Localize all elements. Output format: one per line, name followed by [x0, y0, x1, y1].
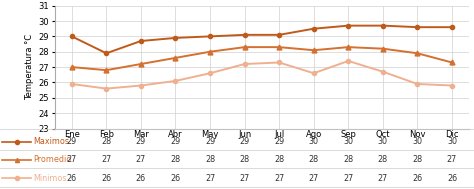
Line: Minimos: Minimos [70, 59, 454, 91]
Text: 27: 27 [136, 156, 146, 164]
Maximos [415, 26, 420, 28]
Promedio [346, 46, 351, 48]
Maximos [311, 28, 317, 30]
Minimos [103, 88, 109, 90]
Text: 26: 26 [171, 174, 181, 183]
Text: 27: 27 [239, 174, 250, 183]
Promedio [311, 49, 317, 51]
Text: 26: 26 [67, 174, 77, 183]
Minimos [276, 61, 282, 64]
Promedio [276, 46, 282, 48]
Text: 28: 28 [171, 156, 181, 164]
Text: 30: 30 [447, 137, 457, 146]
Maximos [380, 25, 386, 27]
Maximos [173, 37, 178, 39]
Text: 28: 28 [205, 156, 215, 164]
Text: 28: 28 [378, 156, 388, 164]
Text: 26: 26 [447, 174, 457, 183]
Maximos [207, 35, 213, 37]
Text: 27: 27 [67, 156, 77, 164]
Text: 30: 30 [378, 137, 388, 146]
Text: 27: 27 [447, 156, 457, 164]
Minimos [242, 63, 247, 65]
Line: Promedio: Promedio [69, 45, 455, 73]
Text: 30: 30 [309, 137, 319, 146]
Minimos [449, 84, 455, 87]
Line: Maximos: Maximos [70, 24, 454, 55]
Minimos [138, 84, 144, 87]
Text: 26: 26 [101, 174, 111, 183]
Promedio [207, 51, 213, 53]
Text: Promedio: Promedio [33, 156, 72, 164]
Text: 26: 26 [412, 174, 422, 183]
Text: 28: 28 [274, 156, 284, 164]
Text: 28: 28 [309, 156, 319, 164]
Text: 27: 27 [309, 174, 319, 183]
Text: 28: 28 [239, 156, 250, 164]
Minimos [173, 80, 178, 82]
Minimos [380, 70, 386, 73]
Text: Minimos: Minimos [33, 174, 67, 183]
Legend: Maximos, Promedio, Minimos: Maximos, Promedio, Minimos [204, 55, 319, 122]
Promedio [173, 57, 178, 59]
Maximos [449, 26, 455, 28]
Text: 29: 29 [170, 137, 181, 146]
Promedio [380, 48, 386, 50]
Minimos [207, 72, 213, 74]
Text: 27: 27 [205, 174, 215, 183]
Maximos [69, 35, 74, 37]
Maximos [276, 34, 282, 36]
Text: 28: 28 [343, 156, 353, 164]
Maximos [242, 34, 247, 36]
Promedio [138, 63, 144, 65]
Text: 28: 28 [101, 137, 111, 146]
Promedio [449, 61, 455, 64]
Text: 29: 29 [136, 137, 146, 146]
Minimos [311, 72, 317, 74]
Text: 28: 28 [412, 156, 422, 164]
Text: 27: 27 [343, 174, 354, 183]
Maximos [138, 40, 144, 42]
Promedio [103, 69, 109, 71]
Promedio [242, 46, 247, 48]
Minimos [69, 83, 74, 85]
Text: 29: 29 [67, 137, 77, 146]
Text: Maximos: Maximos [33, 137, 69, 146]
Maximos [346, 25, 351, 27]
Text: 26: 26 [136, 174, 146, 183]
Text: 29: 29 [205, 137, 215, 146]
Text: 30: 30 [412, 137, 422, 146]
Minimos [346, 60, 351, 62]
Text: 27: 27 [378, 174, 388, 183]
Minimos [415, 83, 420, 85]
Promedio [415, 52, 420, 54]
Text: 27: 27 [101, 156, 111, 164]
Text: 29: 29 [239, 137, 250, 146]
Text: 29: 29 [274, 137, 284, 146]
Text: 27: 27 [274, 174, 284, 183]
Promedio [69, 66, 74, 68]
Text: 30: 30 [343, 137, 353, 146]
Maximos [103, 52, 109, 54]
Y-axis label: Temperatura °C: Temperatura °C [25, 34, 34, 100]
